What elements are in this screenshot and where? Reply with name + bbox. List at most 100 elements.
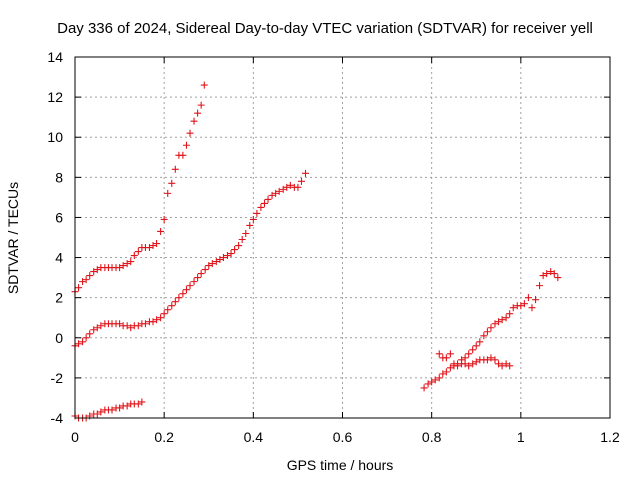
y-tick-label: 6 <box>55 209 63 225</box>
data-point <box>223 252 231 260</box>
y-tick-label: 8 <box>55 169 63 185</box>
data-point <box>164 306 172 314</box>
data-point <box>123 402 131 410</box>
data-point <box>301 169 309 177</box>
data-point <box>190 278 198 286</box>
x-tick-label: 1.2 <box>600 429 620 445</box>
data-point <box>86 272 94 280</box>
data-point <box>153 240 161 248</box>
data-point <box>153 316 161 324</box>
data-point <box>520 300 528 308</box>
data-point <box>272 189 280 197</box>
data-point <box>231 246 239 254</box>
data-point <box>469 360 477 368</box>
data-point <box>138 398 146 406</box>
data-point <box>483 356 491 364</box>
data-point <box>461 354 469 362</box>
y-tick-label: -2 <box>51 370 64 386</box>
data-point <box>249 215 257 223</box>
data-point <box>171 298 179 306</box>
data-point <box>219 254 227 262</box>
x-tick-label: 0.2 <box>154 429 174 445</box>
data-points <box>71 81 562 422</box>
data-point <box>242 229 250 237</box>
data-point <box>171 165 179 173</box>
data-point <box>82 276 90 284</box>
data-point <box>123 260 131 268</box>
data-point <box>260 199 268 207</box>
y-tick-label: 0 <box>55 330 63 346</box>
data-point <box>509 304 517 312</box>
data-point <box>483 328 491 336</box>
x-tick-label: 0.6 <box>333 429 353 445</box>
data-point <box>480 332 488 340</box>
data-point <box>160 215 168 223</box>
data-point <box>116 264 124 272</box>
data-point <box>238 236 246 244</box>
data-point <box>539 272 547 280</box>
data-point <box>116 404 124 412</box>
data-point <box>543 270 551 278</box>
data-point <box>532 296 540 304</box>
data-point <box>547 268 555 276</box>
data-point <box>491 320 499 328</box>
x-axis-label: GPS time / hours <box>287 457 394 473</box>
data-point <box>297 177 305 185</box>
data-point <box>86 330 94 338</box>
y-tick-label: 10 <box>47 129 63 145</box>
data-point <box>487 324 495 332</box>
data-point <box>141 320 149 328</box>
data-point <box>179 290 187 298</box>
data-point <box>439 370 447 378</box>
data-point <box>90 326 98 334</box>
data-point <box>134 322 142 330</box>
data-point <box>246 221 254 229</box>
data-point <box>197 101 205 109</box>
data-point <box>487 354 495 362</box>
data-point <box>257 203 265 211</box>
y-axis-label: SDTVAR / TECUs <box>5 182 21 294</box>
data-point <box>157 314 165 322</box>
data-point <box>168 302 176 310</box>
data-point <box>97 408 105 416</box>
data-point <box>528 304 536 312</box>
data-point <box>431 376 439 384</box>
data-point <box>502 360 510 368</box>
data-point <box>461 360 469 368</box>
data-point <box>127 258 135 266</box>
data-point <box>190 117 198 125</box>
series-satellite-track-B <box>71 169 309 350</box>
data-point <box>208 260 216 268</box>
data-point <box>160 310 168 318</box>
data-point <box>275 187 283 195</box>
data-point <box>186 282 194 290</box>
data-point <box>93 266 101 274</box>
data-point <box>93 410 101 418</box>
series-satellite-track-E <box>435 350 514 370</box>
y-tick-label: 14 <box>47 49 63 65</box>
data-point <box>446 364 454 372</box>
series-satellite-track-A <box>71 81 208 296</box>
y-tick-label: -4 <box>51 410 64 426</box>
data-point <box>286 181 294 189</box>
data-point <box>506 362 514 370</box>
x-tick-label: 1 <box>517 429 525 445</box>
data-point <box>79 278 87 286</box>
data-point <box>149 318 157 326</box>
data-point <box>268 191 276 199</box>
data-point <box>157 227 165 235</box>
data-point <box>536 282 544 290</box>
data-point <box>469 346 477 354</box>
data-point <box>164 189 172 197</box>
data-point <box>79 338 87 346</box>
data-point <box>175 294 183 302</box>
data-point <box>134 248 142 256</box>
data-point <box>524 294 532 302</box>
data-point <box>168 179 176 187</box>
data-point <box>506 310 514 318</box>
y-tick-label: 12 <box>47 89 63 105</box>
data-point <box>145 244 153 252</box>
data-point <box>201 266 209 274</box>
data-point <box>216 256 224 264</box>
data-point <box>90 268 98 276</box>
